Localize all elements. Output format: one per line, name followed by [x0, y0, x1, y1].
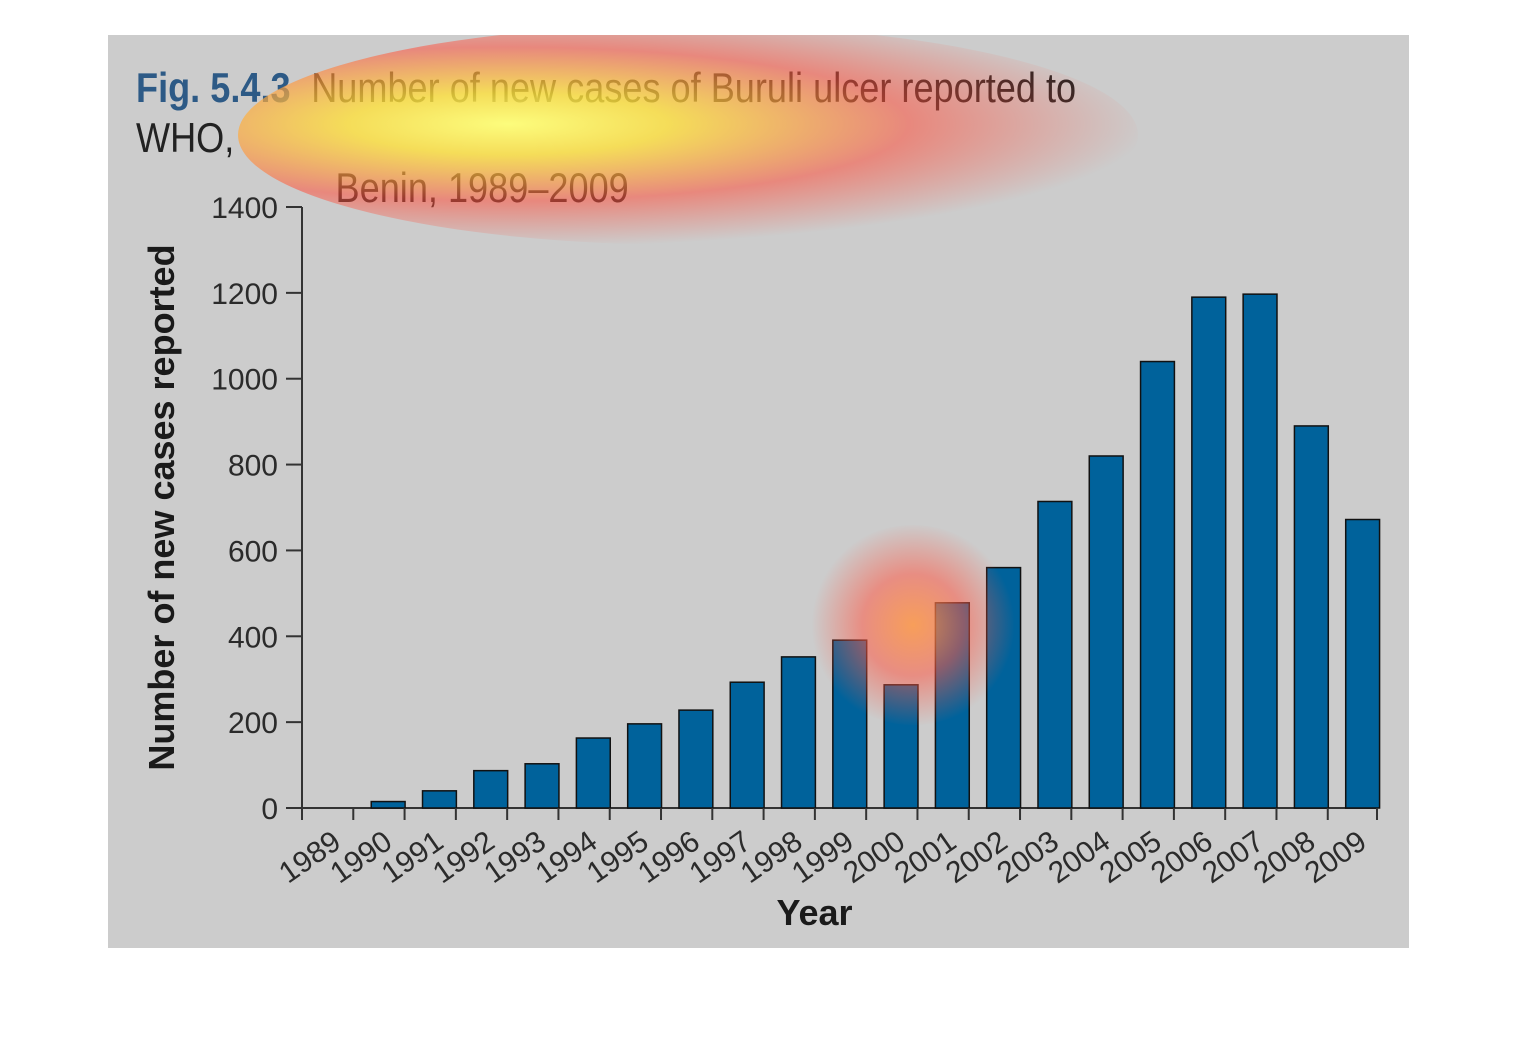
y-tick-label: 200 [228, 707, 278, 740]
bar-2005 [1139, 360, 1176, 809]
bar-2007 [1242, 293, 1278, 809]
bar-1992 [473, 769, 509, 809]
bar-2008 [1293, 425, 1330, 809]
bar-1999 [832, 639, 868, 809]
x-tick-label-2009: 2009 [1299, 825, 1373, 890]
bar-2000 [883, 684, 919, 809]
bar-chart: 0200400600800100012001400198919901991199… [141, 192, 1381, 933]
bar-1996 [678, 709, 714, 809]
figure-panel: Fig. 5.4.3 Number of new cases of Buruli … [108, 35, 1409, 948]
bar-2002 [985, 566, 1022, 809]
bar-1993 [524, 763, 560, 809]
y-tick-label: 0 [261, 793, 278, 826]
y-tick-label: 600 [228, 535, 278, 568]
y-tick-label: 400 [228, 621, 278, 654]
y-tick-label: 800 [228, 450, 278, 483]
y-tick-label: 1000 [211, 364, 278, 397]
bar-2003 [1037, 500, 1073, 809]
bar-2004 [1088, 455, 1124, 809]
bar-1994 [575, 737, 611, 809]
bar-1990 [370, 800, 406, 809]
bar-2006 [1191, 296, 1227, 809]
bar-1997 [729, 681, 765, 809]
x-axis-title: Year [776, 892, 852, 933]
bar-2009 [1344, 518, 1381, 809]
bar-2001 [934, 602, 971, 809]
y-tick-label: 1200 [211, 278, 278, 311]
y-tick-label: 1400 [211, 192, 278, 225]
bar-1998 [780, 656, 817, 809]
bar-1991 [421, 790, 458, 809]
bar-1995 [626, 723, 663, 809]
y-axis-title: Number of new cases reported [141, 244, 182, 770]
